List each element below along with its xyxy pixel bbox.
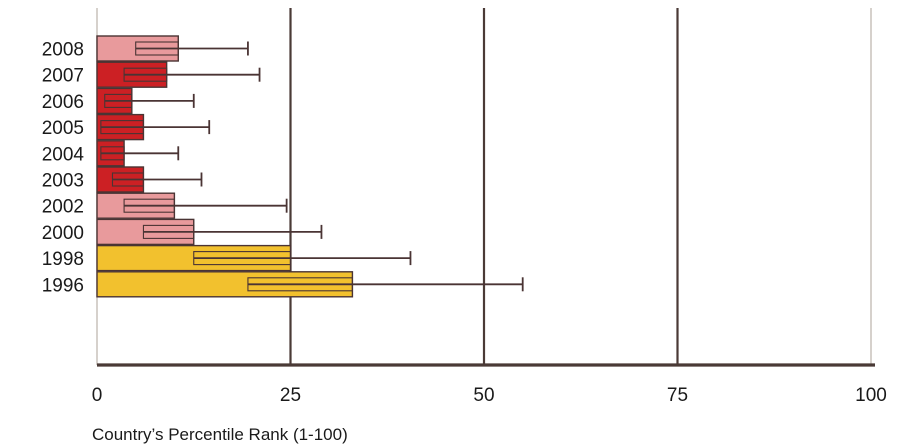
- y-tick-label-2003: 2003: [42, 171, 84, 192]
- y-tick-label-2000: 2000: [42, 223, 84, 244]
- y-tick-label-2008: 2008: [42, 40, 84, 61]
- x-tick-labels: 0 25 50 75 100: [92, 385, 887, 406]
- y-tick-labels: 2008 2007 2006 2005 2004 2003 2002 2000 1998 1996: [42, 40, 85, 297]
- x-tick-label-25: 25: [280, 385, 301, 406]
- gridlines: [96, 8, 872, 365]
- y-tick-label-2007: 2007: [42, 66, 84, 87]
- y-tick-label-1998: 1998: [42, 249, 84, 270]
- error-bars: [100, 41, 524, 292]
- y-tick-label-2006: 2006: [42, 92, 84, 113]
- x-axis-label: Country’s Percentile Rank (1-100): [92, 425, 348, 444]
- y-tick-label-2002: 2002: [42, 197, 84, 218]
- x-tick-label-50: 50: [473, 385, 494, 406]
- y-tick-label-2004: 2004: [42, 144, 85, 165]
- y-tick-label-2005: 2005: [42, 118, 84, 139]
- x-tick-label-75: 75: [667, 385, 688, 406]
- x-tick-label-100: 100: [855, 385, 887, 406]
- y-tick-label-1996: 1996: [42, 275, 84, 296]
- bars: [96, 35, 354, 298]
- x-tick-label-0: 0: [92, 385, 103, 406]
